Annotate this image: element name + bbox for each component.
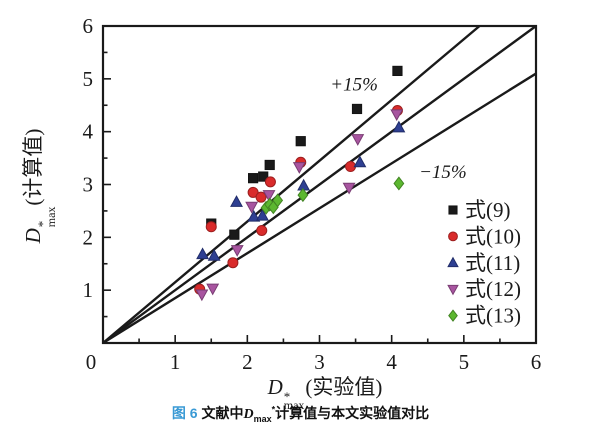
y-tick-label: 5	[83, 67, 94, 91]
data-point-series-1	[392, 65, 403, 77]
line-annotation: +15%	[330, 75, 378, 96]
legend-label: 式(11)	[465, 251, 520, 275]
data-point-series-2	[227, 257, 239, 269]
caption-figure-number: 图 6	[171, 405, 198, 421]
data-point-series-3	[230, 195, 243, 207]
x-axis-unit-text: (实验值)	[305, 375, 383, 399]
data-point-series-4	[292, 162, 306, 174]
legend-marker	[448, 309, 458, 322]
x-axis-supsub: * max	[283, 389, 305, 412]
y-tick-label: 4	[83, 120, 94, 144]
data-point-series-1	[295, 136, 306, 147]
y-axis-supsub: * max	[35, 206, 58, 228]
data-point-series-4	[230, 245, 244, 257]
parity-line	[102, 25, 537, 344]
data-point-series-1	[264, 159, 275, 171]
x-axis-symbol: D	[267, 375, 283, 399]
data-point-series-3	[196, 247, 210, 260]
x-tick-label: 1	[170, 350, 181, 374]
data-point-series-1	[258, 171, 269, 182]
data-point-series-4	[245, 201, 259, 214]
data-point-series-3	[392, 120, 406, 133]
caption-text-post: 计算值与本文实验值对比	[275, 405, 430, 421]
x-tick-label: 4	[386, 350, 397, 374]
legend-label: 式(12)	[465, 277, 521, 301]
data-point-series-2	[205, 221, 217, 233]
x-tick-label: 6	[531, 350, 542, 374]
legend-marker	[448, 231, 458, 242]
data-point-series-4	[351, 134, 365, 146]
data-point-series-3	[256, 208, 269, 221]
x-tick-label: 2	[242, 350, 253, 374]
data-point-series-3	[297, 178, 311, 191]
data-point-series-3	[353, 155, 367, 168]
y-tick-label: 6	[83, 14, 94, 38]
data-point-series-4	[206, 283, 220, 296]
line-annotation: −15%	[419, 162, 467, 183]
data-point-series-5	[297, 188, 309, 203]
data-point-series-4	[342, 182, 356, 195]
legend-label: 式(13)	[465, 304, 521, 328]
minus-15-percent-line	[102, 72, 537, 345]
data-point-series-3	[247, 209, 261, 222]
data-point-series-1	[351, 103, 363, 115]
caption-symbol-sup: *	[271, 404, 276, 415]
y-axis-unit-text: (计算值)	[21, 128, 45, 206]
caption-symbol-sub: max	[253, 413, 272, 424]
data-point-series-4	[195, 289, 209, 302]
y-tick-label: 2	[83, 225, 94, 249]
data-point-series-3	[207, 248, 221, 261]
y-axis-symbol: D	[21, 228, 45, 244]
data-point-series-2	[264, 176, 276, 188]
x-tick-label: 5	[459, 350, 470, 374]
legend-label: 式(10)	[465, 224, 521, 248]
legend-label: 式(9)	[465, 198, 511, 222]
y-tick-label: 1	[83, 278, 94, 302]
data-point-series-2	[247, 186, 259, 198]
legend-marker	[448, 205, 458, 215]
legend-marker	[447, 284, 459, 296]
data-point-series-5	[393, 176, 405, 191]
data-point-series-4	[262, 190, 276, 202]
legend-marker	[447, 256, 459, 268]
figure-caption: 图 6 文献中Dmax*计算值与本文实验值对比	[0, 403, 601, 424]
data-point-series-4	[390, 109, 404, 122]
caption-text-pre: 文献中	[201, 405, 244, 421]
data-point-series-1	[248, 173, 259, 184]
plus-15-percent-line	[102, 25, 481, 344]
x-tick-label: 0	[86, 350, 97, 374]
data-point-series-2	[256, 224, 268, 236]
data-point-series-1	[229, 229, 240, 240]
y-axis-label: D * max (计算值)	[17, 76, 58, 296]
y-tick-label: 3	[83, 173, 94, 197]
caption-symbol: D	[243, 407, 254, 422]
x-axis-label: D * max (实验值)	[230, 371, 420, 411]
data-point-series-5	[272, 193, 284, 208]
x-tick-label: 3	[314, 350, 325, 374]
data-point-series-2	[255, 191, 267, 203]
